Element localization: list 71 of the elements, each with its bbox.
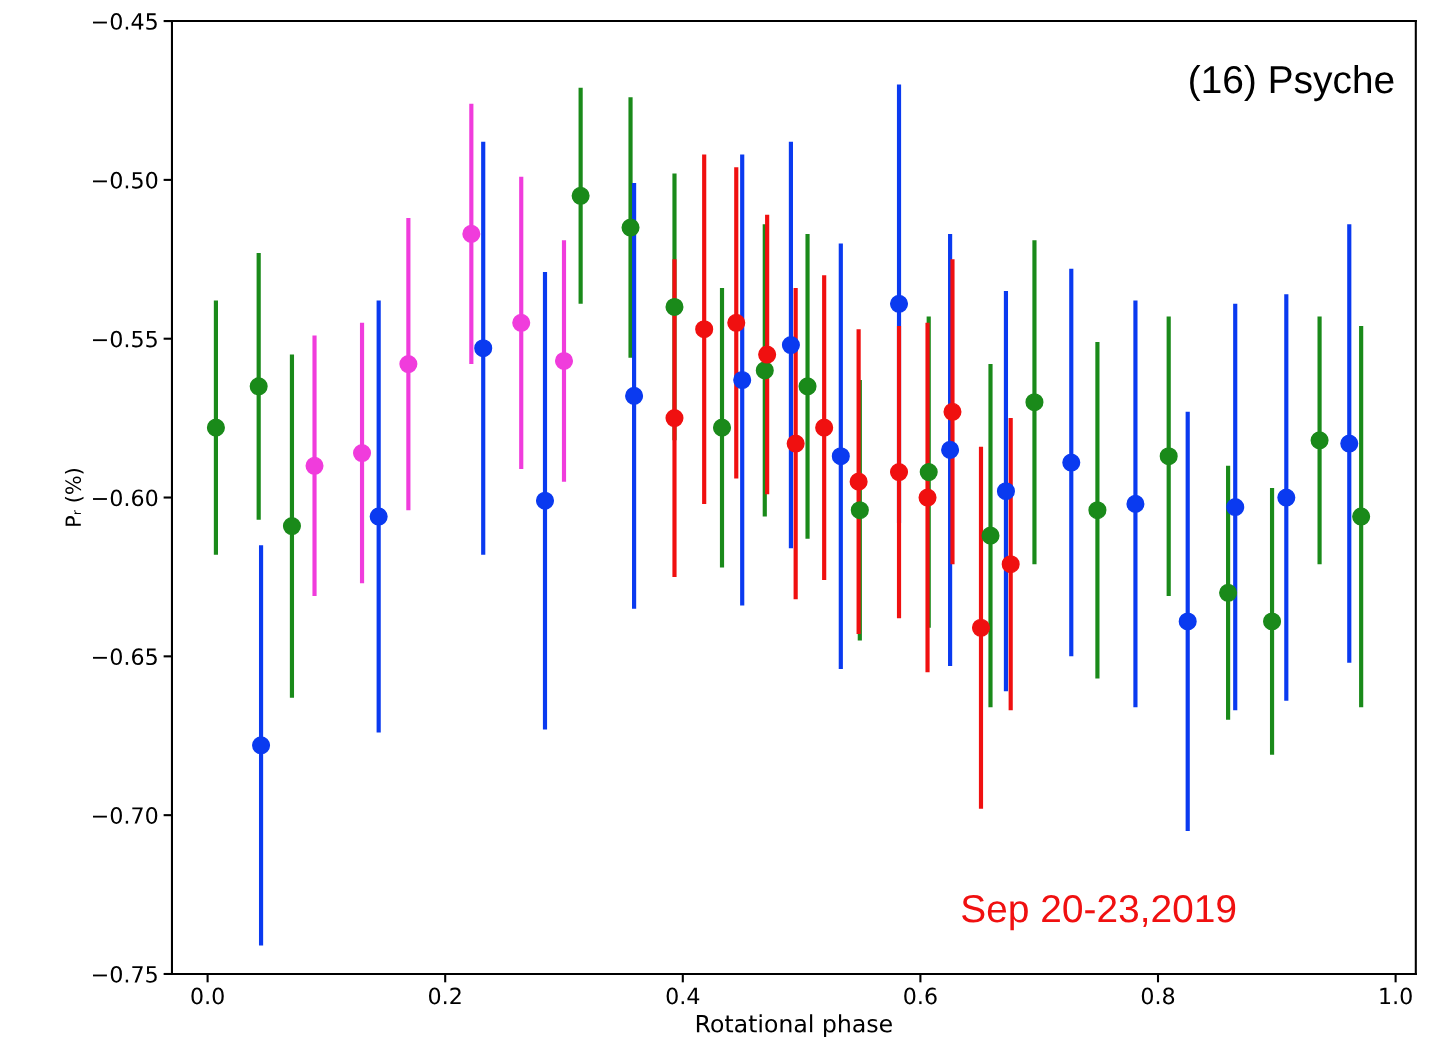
x-axis-title: Rotational phase bbox=[696, 1014, 892, 1038]
y-tick-label: −0.45 bbox=[93, 13, 157, 30]
point bbox=[712, 418, 732, 437]
point bbox=[695, 320, 714, 339]
point bbox=[282, 517, 301, 536]
point bbox=[849, 472, 868, 491]
y-tick-label: −0.60 bbox=[93, 489, 158, 507]
point bbox=[1310, 431, 1329, 450]
y-tick-label: −0.75 bbox=[93, 965, 157, 983]
annotation: (16) Psyche bbox=[1190, 64, 1394, 102]
point bbox=[554, 351, 574, 370]
x-tick-label: 0.2 bbox=[429, 987, 461, 1005]
point bbox=[474, 339, 493, 358]
point bbox=[850, 501, 869, 520]
point bbox=[798, 377, 817, 396]
y-tick-label: −0.70 bbox=[93, 807, 158, 824]
y-axis-title: Pᵣ (%) bbox=[64, 469, 84, 526]
point bbox=[1126, 494, 1145, 513]
point bbox=[621, 218, 640, 237]
point bbox=[786, 434, 805, 453]
point bbox=[1088, 501, 1107, 520]
point bbox=[1277, 488, 1296, 507]
point bbox=[462, 224, 481, 243]
point bbox=[727, 313, 746, 332]
point bbox=[1226, 498, 1245, 517]
point bbox=[943, 402, 962, 421]
point bbox=[919, 463, 938, 482]
point bbox=[971, 618, 991, 637]
x-tick-label: 1.0 bbox=[1380, 987, 1412, 1005]
point bbox=[1219, 583, 1238, 602]
point bbox=[981, 526, 1000, 545]
point bbox=[512, 313, 531, 332]
x-tick-label: 0.8 bbox=[1141, 987, 1175, 1005]
point bbox=[889, 294, 909, 313]
point bbox=[815, 418, 834, 437]
point bbox=[755, 361, 774, 380]
x-tick-label: 0.6 bbox=[904, 987, 937, 1005]
point bbox=[1062, 453, 1081, 472]
point bbox=[1178, 612, 1197, 631]
point bbox=[1352, 507, 1371, 526]
point bbox=[758, 345, 777, 364]
point bbox=[665, 297, 684, 316]
y-tick-label: −0.65 bbox=[93, 648, 157, 666]
point bbox=[571, 186, 590, 205]
point bbox=[781, 336, 800, 355]
point bbox=[1263, 612, 1282, 631]
point bbox=[918, 488, 937, 507]
point bbox=[535, 491, 555, 510]
annotation: Sep 20-23,2019 bbox=[962, 894, 1236, 931]
point bbox=[1340, 434, 1359, 453]
point bbox=[353, 444, 372, 463]
point bbox=[831, 447, 850, 466]
point bbox=[1159, 447, 1178, 466]
x-tick-label: 0.4 bbox=[666, 987, 700, 1005]
point bbox=[369, 507, 388, 526]
point bbox=[249, 377, 268, 396]
point bbox=[305, 456, 324, 475]
point bbox=[206, 418, 225, 437]
point bbox=[1025, 393, 1044, 412]
point bbox=[941, 440, 960, 459]
point bbox=[889, 463, 909, 482]
point bbox=[625, 386, 644, 405]
point bbox=[665, 409, 684, 428]
point bbox=[1001, 555, 1020, 574]
y-tick-label: −0.50 bbox=[93, 171, 158, 189]
point bbox=[733, 370, 752, 390]
x-tick-label: 0.0 bbox=[191, 987, 224, 1005]
point bbox=[996, 482, 1015, 501]
point bbox=[252, 736, 271, 755]
point bbox=[399, 355, 418, 374]
y-tick-label: −0.55 bbox=[93, 330, 157, 348]
